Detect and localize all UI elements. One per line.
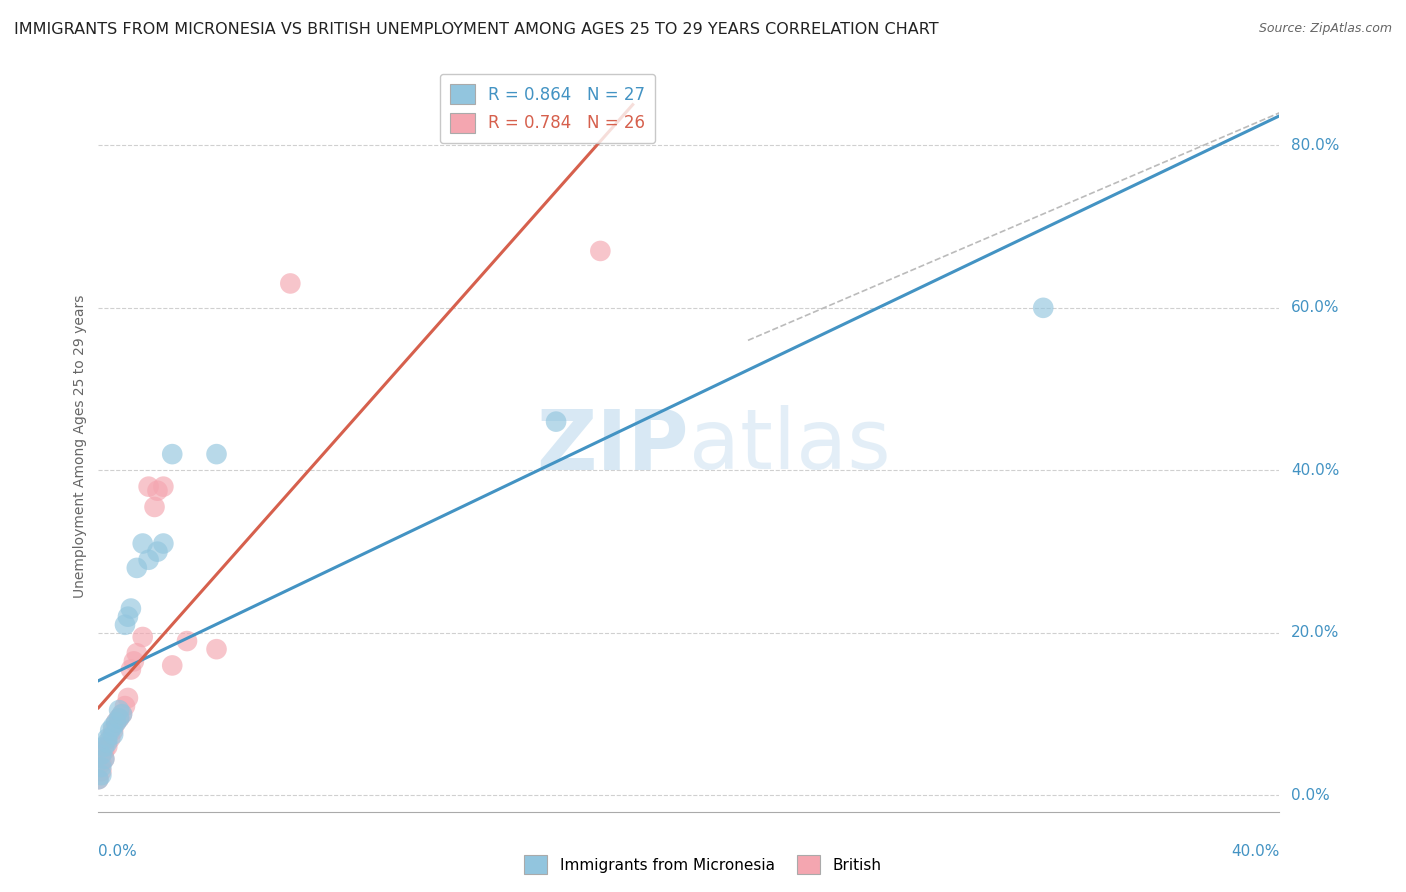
Legend: Immigrants from Micronesia, British: Immigrants from Micronesia, British [519,849,887,880]
Point [105,715,128,730]
Point [146,544,169,558]
Point [108,711,131,725]
Point [138,480,160,494]
Point [90,764,112,778]
Point [87,772,110,787]
Point [98,723,121,738]
Text: IMMIGRANTS FROM MICRONESIA VS BRITISH UNEMPLOYMENT AMONG AGES 25 TO 29 YEARS COR: IMMIGRANTS FROM MICRONESIA VS BRITISH UN… [14,22,939,37]
Text: 0.0%: 0.0% [98,844,138,859]
Point [132,630,155,644]
Point [125,646,148,660]
Point [589,244,612,258]
Point [117,609,139,624]
Point [1032,301,1054,315]
Point [90,760,112,774]
Point [90,756,112,770]
Point [108,711,131,725]
Point [546,415,568,429]
Point [93,752,115,766]
Point [114,617,136,632]
Text: 80.0%: 80.0% [1291,137,1340,153]
Point [103,719,125,733]
Point [176,634,198,648]
Text: Source: ZipAtlas.com: Source: ZipAtlas.com [1258,22,1392,36]
Point [120,601,142,615]
Point [90,747,112,762]
Point [125,561,148,575]
Point [96,739,118,754]
Point [132,536,155,550]
Point [143,500,166,514]
Legend: R = 0.864   N = 27, R = 0.784   N = 26: R = 0.864 N = 27, R = 0.784 N = 26 [440,74,655,143]
Point [103,727,125,741]
Point [114,699,136,714]
Y-axis label: Unemployment Among Ages 25 to 29 years: Unemployment Among Ages 25 to 29 years [73,294,87,598]
Point [205,642,228,657]
Point [90,768,112,782]
Point [105,715,128,730]
Point [96,731,118,746]
Point [152,480,174,494]
Point [111,707,134,722]
Text: 20.0%: 20.0% [1291,625,1340,640]
Point [205,447,228,461]
Point [117,690,139,705]
Point [96,736,118,750]
Point [138,553,160,567]
Point [120,663,142,677]
Text: 60.0%: 60.0% [1291,301,1340,316]
Point [162,447,183,461]
Point [103,723,125,738]
Point [93,744,115,758]
Text: 40.0%: 40.0% [1291,463,1340,478]
Text: ZIP: ZIP [537,406,689,486]
Point [93,752,115,766]
Point [93,739,115,754]
Point [87,772,110,787]
Point [108,703,131,717]
Text: atlas: atlas [689,406,890,486]
Point [98,731,121,746]
Point [152,536,174,550]
Text: 40.0%: 40.0% [1232,844,1279,859]
Point [280,277,302,291]
Point [162,658,183,673]
Point [146,483,169,498]
Point [111,707,134,722]
Point [122,654,145,668]
Text: 0.0%: 0.0% [1291,788,1330,803]
